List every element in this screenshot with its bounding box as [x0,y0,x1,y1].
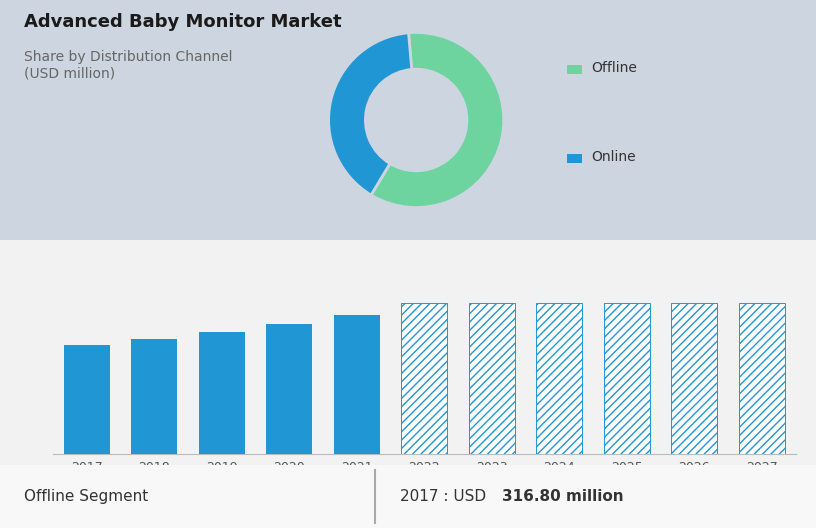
Bar [64,345,109,454]
Bar [266,324,313,454]
Text: 2017 : USD: 2017 : USD [400,489,491,504]
Wedge shape [329,33,412,195]
Bar [469,303,515,454]
Text: Advanced Baby Monitor Market: Advanced Baby Monitor Market [24,13,342,31]
Bar [672,303,717,454]
Text: Offline Segment: Offline Segment [24,489,149,504]
Text: Online: Online [592,149,636,164]
Bar [199,332,245,454]
Bar [739,303,785,454]
Bar [131,339,177,454]
Bar [401,303,447,454]
Bar [334,315,379,454]
Text: 316.80 million: 316.80 million [502,489,623,504]
Wedge shape [371,32,503,208]
Text: Offline: Offline [592,61,637,75]
Bar [604,303,650,454]
Bar [536,303,583,454]
Text: Share by Distribution Channel
(USD million): Share by Distribution Channel (USD milli… [24,50,233,80]
